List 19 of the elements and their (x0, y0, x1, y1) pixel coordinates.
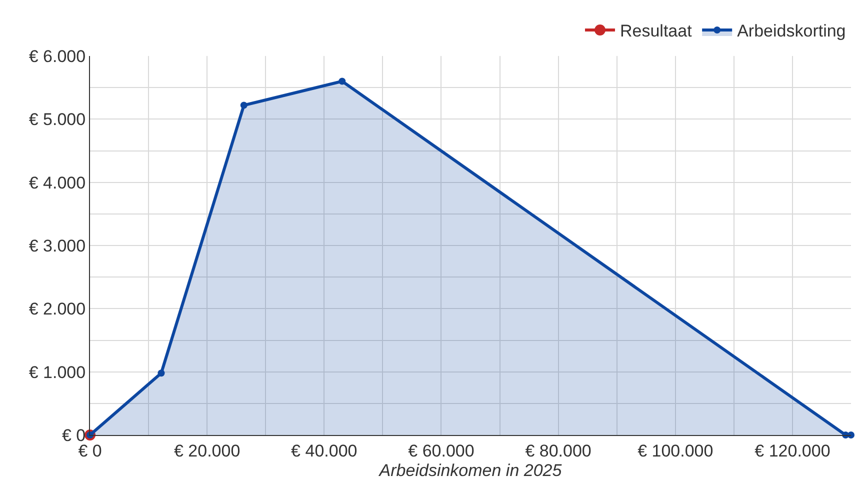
point (158, 370, 165, 377)
y-tick-label: € 4.000 (28, 173, 86, 192)
legend-label: Arbeidskorting (737, 22, 846, 41)
x-tick-label: € 60.000 (408, 441, 474, 460)
x-tick-label: € 100.000 (638, 441, 714, 460)
x-tick-label: € 80.000 (525, 441, 592, 460)
y-tick-label: € 2.000 (28, 300, 86, 319)
x-tick-label: € 120.000 (754, 441, 830, 460)
legend-label: Resultaat (620, 22, 692, 41)
y-tick-label: € 5.000 (28, 110, 86, 130)
x-tick-label: € 40.000 (291, 441, 358, 460)
y-tick-label: € 1.000 (28, 362, 86, 382)
point (338, 78, 346, 85)
point (240, 102, 248, 109)
x-tick-label: € 20.000 (174, 441, 240, 460)
x-axis-title: Arbeidsinkomen in 2025 (378, 460, 562, 480)
y-tick-label: € 6.000 (28, 46, 86, 66)
point (848, 432, 854, 438)
y-tick-label: € 3.000 (28, 236, 86, 256)
